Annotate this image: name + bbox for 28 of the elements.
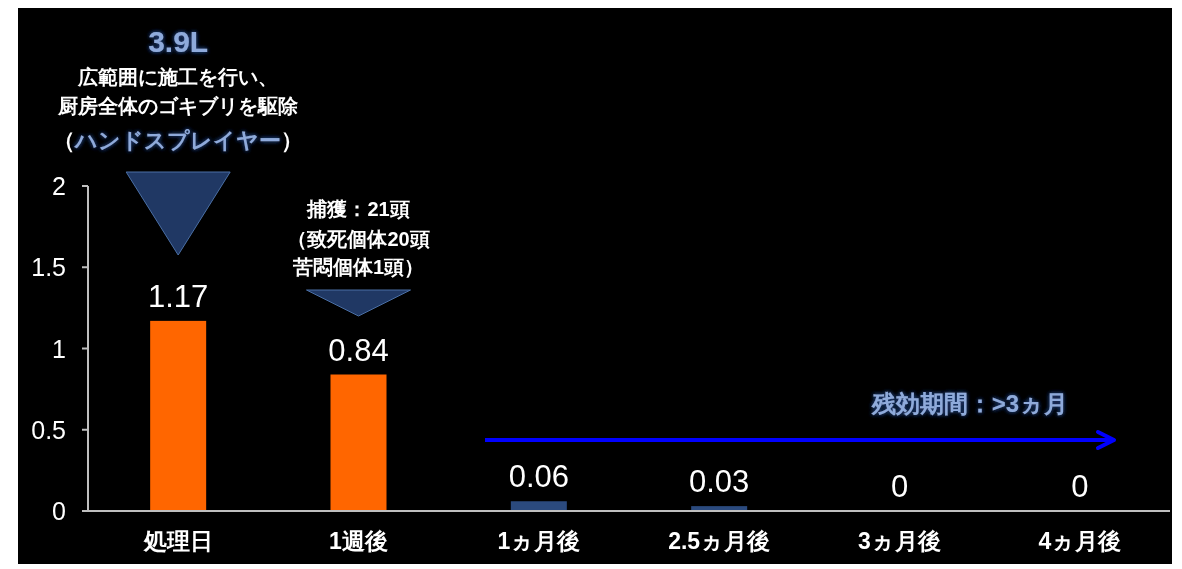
- annotation: （致死個体20頭: [287, 228, 430, 250]
- annotation: 苦悶個体1頭）: [291, 256, 425, 278]
- x-tick-label: 2.5ヵ月後: [668, 528, 771, 554]
- annotation: 捕獲：21頭: [306, 198, 410, 220]
- text: 3.9L: [148, 25, 209, 58]
- data-label: 1.17: [147, 278, 209, 314]
- x-tick-label: 4ヵ月後: [1038, 528, 1122, 554]
- x-tick-label: 処理日: [142, 528, 213, 554]
- data-label: 0.03: [688, 464, 750, 500]
- x-tick-label: 1ヵ月後: [497, 528, 581, 554]
- y-tick-label: 1: [52, 334, 66, 363]
- data-label: 0: [1071, 469, 1089, 504]
- y-tick-label: 0.5: [31, 415, 66, 444]
- data-label: 0: [890, 469, 909, 504]
- y-tick-label: 0: [52, 497, 66, 525]
- annotation: 残効期間：>3ヵ月: [870, 390, 1069, 417]
- text: 厨房全体のゴキブリを駆除: [57, 95, 300, 117]
- bar: [330, 374, 387, 511]
- bar: [510, 501, 567, 511]
- text: 広範囲に施工を行い、: [77, 66, 279, 88]
- y-tick-label: 1.5: [31, 253, 66, 282]
- x-tick-label: 3ヵ月後: [858, 528, 941, 554]
- text: （ハンドスプレイヤー）: [53, 128, 304, 153]
- y-tick-label: 2: [52, 172, 66, 200]
- data-label: 0.06: [508, 459, 570, 495]
- x-tick-label: 1週後: [329, 528, 388, 554]
- bar: [150, 320, 207, 511]
- data-label: 0.84: [328, 332, 389, 368]
